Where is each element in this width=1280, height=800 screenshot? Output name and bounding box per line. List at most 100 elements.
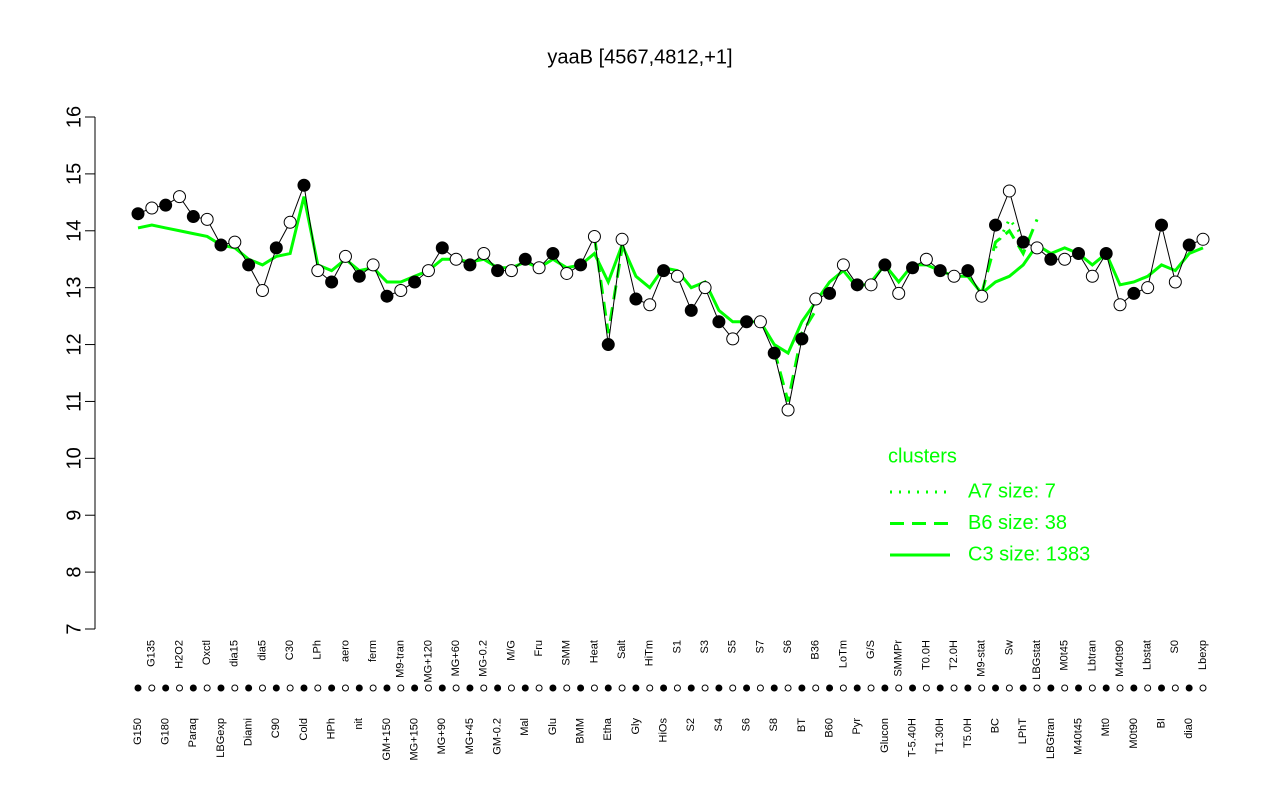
x-tick-label: ferm [367,640,379,662]
y-tick-label: 14 [63,220,85,242]
point [186,210,200,224]
point [892,286,906,300]
point [380,289,394,303]
x-tick-label: Mal [519,718,531,736]
point [159,198,173,212]
point [1168,275,1182,289]
point [145,201,159,215]
x-tick-label: Oxctl [201,640,213,665]
category-dot [452,684,460,692]
category-dot [909,684,917,692]
point [587,229,601,243]
point [1155,218,1169,232]
category-dot [272,684,280,692]
category-dot [1171,684,1179,692]
x-tick-label: Gly [630,718,642,735]
x-tick-label: G135 [146,640,158,667]
category-dot [383,684,391,692]
x-tick-label: S6 [740,718,752,731]
point [574,258,588,272]
point [394,284,408,298]
x-tick-label: LPh [312,640,324,660]
category-dot [1033,684,1041,692]
category-dot [1102,684,1110,692]
point [269,241,283,255]
point [504,264,518,278]
point [670,269,684,283]
category-dot [189,684,197,692]
point [989,218,1003,232]
point [297,178,311,192]
category-dot [549,684,557,692]
category-dot [950,684,958,692]
x-tick-label: Lbexp [1197,640,1209,670]
x-tick-label: LBGtran [1045,718,1057,759]
category-dot [494,684,502,692]
y-tick-label: 11 [63,391,85,412]
point [366,258,380,272]
x-tick-label: S7 [754,640,766,653]
cluster-line [592,218,1039,402]
point [1044,252,1058,266]
category-dot [673,684,681,692]
category-dot [992,684,1000,692]
category-dot [1019,684,1027,692]
point [228,235,242,249]
point [200,212,214,226]
x-tick-label: B36 [810,640,822,660]
point [947,269,961,283]
category-dot [369,684,377,692]
point [518,252,532,266]
x-tick-label: MG+45 [464,718,476,754]
x-tick-label: T0.0H [920,640,932,670]
category-dot [784,684,792,692]
x-tick-label: Fru [533,640,545,657]
point [491,264,505,278]
point [657,264,671,278]
x-tick-label: G180 [160,718,172,745]
legend-label: C3 size: 1383 [968,543,1090,565]
point [740,315,754,329]
point [1141,281,1155,295]
category-dot [1185,684,1193,692]
point [906,261,920,275]
category-dot [438,684,446,692]
category-dot [881,684,889,692]
x-tick-label: Etha [602,717,614,741]
category-dot [978,684,986,692]
category-dot [563,684,571,692]
y-tick-label: 16 [63,106,85,128]
y-tick-label: 7 [63,623,85,634]
x-tick-label: Pyr [851,718,863,735]
category-dot [397,684,405,692]
point [421,264,435,278]
legend-title: clusters [888,445,957,467]
x-tick-label: Lbstat [1142,640,1154,670]
y-tick-label: 9 [63,510,85,521]
point [823,286,837,300]
point [878,258,892,272]
x-tick-label: S3 [699,640,711,653]
x-tick-label: T1.30H [934,718,946,754]
point [836,258,850,272]
category-dot [1075,684,1083,692]
point [1127,286,1141,300]
x-tick-label: MG+60 [450,640,462,676]
category-dot [217,684,225,692]
category-dot [1061,684,1069,692]
category-dot [964,684,972,692]
x-tick-label: Sw [1003,640,1015,655]
category-dot [314,684,322,692]
category-dot [175,684,183,692]
point [546,247,560,261]
category-dot [341,684,349,692]
point [919,252,933,266]
category-dot [1088,684,1096,692]
point [449,252,463,266]
point [131,207,145,221]
point [684,303,698,317]
x-tick-label: S8 [768,718,780,731]
point [961,264,975,278]
point [975,289,989,303]
category-dot [729,684,737,692]
